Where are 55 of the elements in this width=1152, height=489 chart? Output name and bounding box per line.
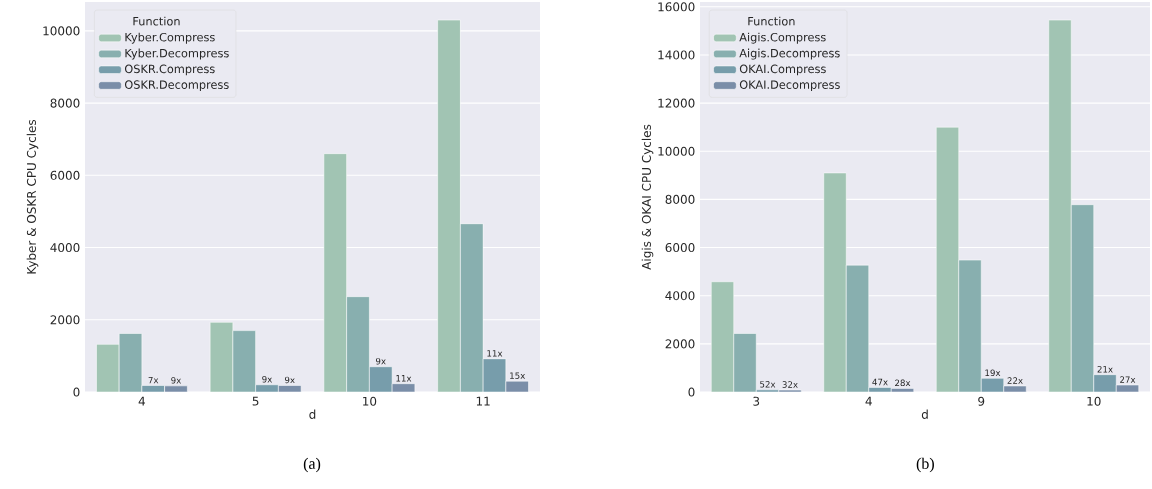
x-axis-title: d — [309, 409, 316, 419]
y-tick-label: 2000 — [50, 315, 80, 325]
annotation: 9x — [171, 377, 182, 384]
x-tick-label: 4 — [865, 396, 872, 406]
x-tick-label: 11 — [476, 396, 490, 406]
text: (b) — [916, 457, 934, 473]
legend-label: Kyber.Compress — [125, 32, 215, 44]
legend-label: OSKR.Decompress — [124, 80, 229, 92]
y-tick-label: 10000 — [658, 146, 695, 156]
x-tick-label: 3 — [753, 396, 760, 406]
y-tick-label: 4000 — [665, 291, 695, 301]
legend-label: OSKR.Compress — [124, 64, 215, 76]
annotation: 52x — [760, 381, 776, 388]
legend-title: Function — [133, 16, 180, 26]
y-tick-label: 8000 — [50, 98, 80, 108]
y-tick-label: 6000 — [665, 243, 695, 253]
annotation: 28x — [895, 379, 911, 387]
y-tick-label: 4000 — [50, 243, 80, 253]
y-tick-label: 8000 — [665, 194, 695, 204]
y-tick-label: 10000 — [43, 26, 80, 36]
y-tick-label: 6000 — [50, 170, 80, 180]
x-tick-label: 9 — [978, 396, 985, 406]
legend-label: OKAI.Decompress — [739, 80, 840, 92]
annotation: 9x — [375, 357, 386, 365]
annotation: 19x — [985, 369, 1001, 377]
y-axis-title: Aigis & OKAI CPU Cycles — [641, 124, 654, 270]
annotation: 11x — [396, 375, 412, 382]
annotation: 11x — [487, 350, 503, 357]
annotation: 47x — [872, 378, 888, 386]
legend-label: OKAI.Compress — [739, 64, 826, 76]
annotation: 9x — [262, 375, 273, 383]
annotation: 9x — [284, 376, 295, 384]
y-tick-label: 0 — [73, 387, 80, 397]
annotation: 32x — [782, 381, 798, 388]
y-tick-label: 2000 — [665, 339, 695, 349]
y-tick-label: 16000 — [658, 2, 695, 12]
x-tick-label: 10 — [363, 396, 377, 406]
legend-label: Aigis.Decompress — [739, 48, 840, 60]
annotation: 21x — [1097, 365, 1113, 373]
y-axis-title: Kyber & OSKR CPU Cycles — [26, 119, 39, 274]
x-tick-label: 4 — [138, 396, 146, 406]
annotation: 27x — [1120, 376, 1136, 383]
annotation: 7x — [148, 376, 159, 384]
legend-title: Function — [748, 16, 795, 26]
legend-label: Kyber.Decompress — [125, 48, 229, 60]
x-tick-label: 5 — [252, 396, 259, 406]
text: (a) — [303, 457, 321, 473]
annotation: 22x — [1007, 377, 1023, 384]
x-axis-title: d — [921, 409, 928, 419]
y-tick-label: 0 — [688, 387, 695, 397]
y-tick-label: 14000 — [658, 50, 695, 60]
annotation: 15x — [510, 372, 526, 379]
legend-label: Aigis.Compress — [739, 32, 826, 44]
x-tick-label: 10 — [1087, 396, 1101, 406]
y-tick-label: 12000 — [658, 98, 695, 108]
